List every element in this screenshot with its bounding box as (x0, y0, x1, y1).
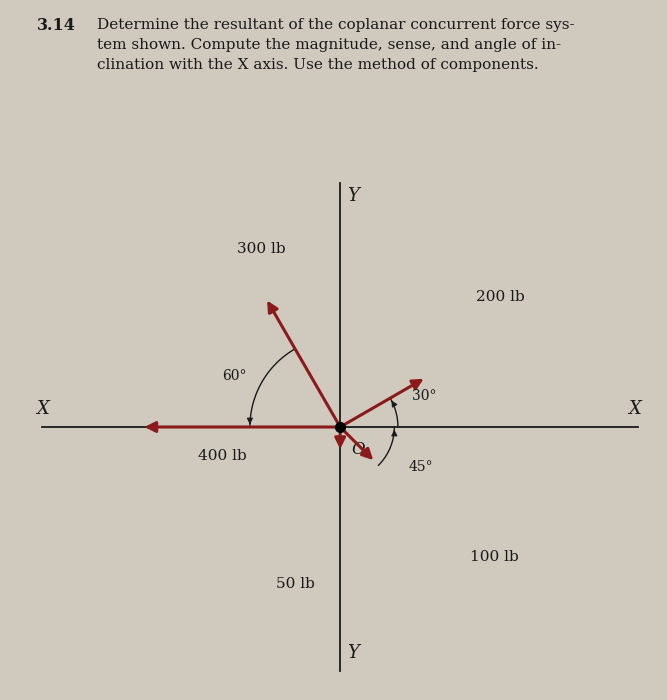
Text: 60°: 60° (222, 370, 246, 384)
Text: 45°: 45° (409, 460, 434, 474)
Text: Y: Y (348, 643, 360, 662)
Text: O: O (351, 442, 365, 458)
Text: 30°: 30° (412, 389, 437, 403)
Text: X: X (628, 400, 641, 418)
Text: 50 lb: 50 lb (276, 577, 315, 591)
Text: clination with the Χ axis. Use the method of components.: clination with the Χ axis. Use the metho… (97, 58, 538, 72)
Text: Determine the resultant of the coplanar concurrent force sys-: Determine the resultant of the coplanar … (97, 18, 574, 32)
Text: X: X (36, 400, 49, 418)
Text: 200 lb: 200 lb (476, 290, 524, 304)
Text: 400 lb: 400 lb (199, 449, 247, 463)
Text: tem shown. Compute the magnitude, sense, and angle of in-: tem shown. Compute the magnitude, sense,… (97, 38, 561, 52)
Text: 300 lb: 300 lb (237, 241, 286, 255)
Text: 3.14: 3.14 (37, 18, 75, 34)
Text: 100 lb: 100 lb (470, 550, 519, 564)
Text: Y: Y (348, 187, 360, 205)
